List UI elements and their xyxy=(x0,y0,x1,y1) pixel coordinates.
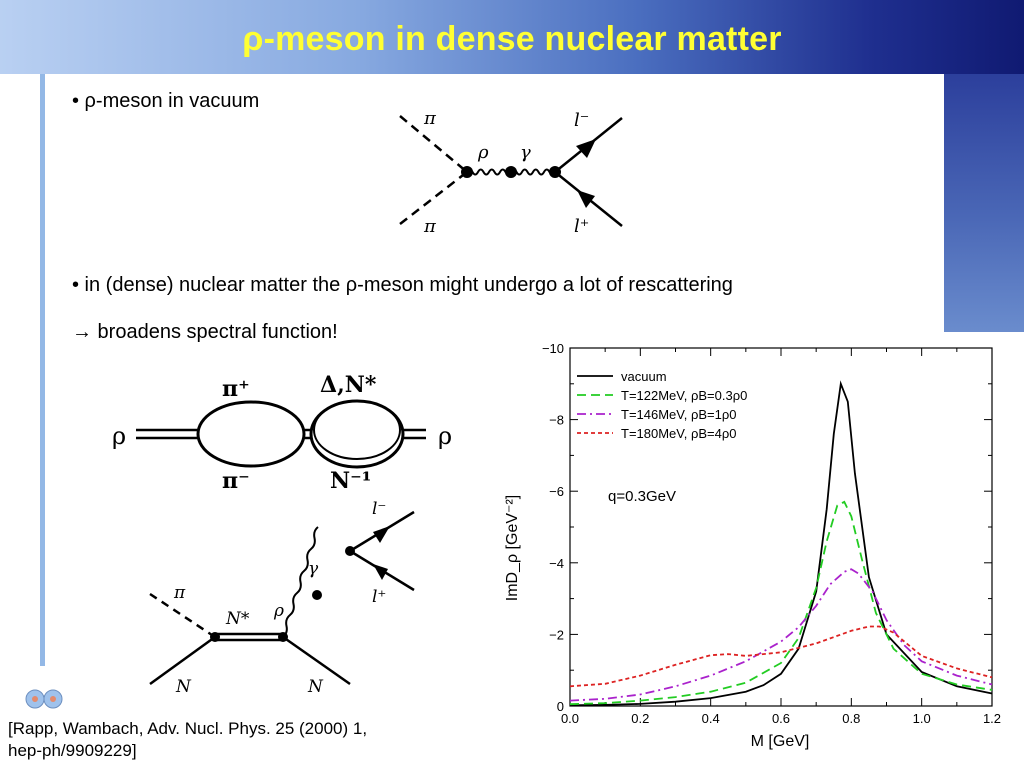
title-bar xyxy=(0,0,1024,74)
x-tick-label: 0.8 xyxy=(842,711,860,726)
nucleon-line-in xyxy=(149,635,216,686)
label-rho: ρ xyxy=(477,142,489,163)
self-energy-loop-diagram: ρ ρ π⁺ π⁻ Δ,N* N⁻¹ xyxy=(112,372,452,494)
label-l-minus: l⁻ xyxy=(372,499,386,519)
vacuum-feynman-diagram: π π ρ γ l⁻ l⁺ xyxy=(399,108,623,237)
vertex-dot xyxy=(345,546,355,556)
label-gamma: γ xyxy=(520,142,531,163)
label-rho: ρ xyxy=(273,601,284,621)
label-nstar: N* xyxy=(225,609,250,629)
x-tick-label: 0.6 xyxy=(772,711,790,726)
x-tick-label: 0.0 xyxy=(561,711,579,726)
vertex-dot xyxy=(549,166,561,178)
arrow-icon xyxy=(373,564,388,580)
y-axis-label: ImD_ρ [GeV⁻²] xyxy=(504,495,521,601)
y-tick-label: 0 xyxy=(557,699,564,714)
chart-background xyxy=(495,336,1005,756)
label-n-right: N xyxy=(307,677,324,697)
legend-label-1: T=122MeV, ρB=0.3ρ0 xyxy=(621,388,747,403)
series-line-3 xyxy=(569,625,993,688)
y-tick-label: −4 xyxy=(549,556,564,571)
x-tick-label: 1.0 xyxy=(913,711,931,726)
institute-logo-icon xyxy=(25,689,63,709)
x-tick-label: 0.2 xyxy=(631,711,649,726)
label-n-left: N xyxy=(175,677,192,697)
arrow-icon xyxy=(577,190,595,208)
label-gamma: γ xyxy=(308,559,319,579)
bullet-nuclear-matter: • in (dense) nuclear matter the ρ-meson … xyxy=(72,274,733,296)
nstar-feynman-diagram: π N* ρ γ l⁻ l⁺ N N xyxy=(149,499,415,697)
nucleon-line-out xyxy=(282,635,351,686)
spectral-function-chart: 0.0 0.2 0.4 0.6 0.8 1.0 1.2 0 −2 −4 −6 −8 −10 vacuum… xyxy=(495,336,1005,756)
label-n-inverse: N⁻¹ xyxy=(330,468,371,494)
y-tick-label: −2 xyxy=(549,627,564,642)
x-tick-label: 0.4 xyxy=(702,711,720,726)
legend-label-0: vacuum xyxy=(621,369,667,384)
bullet-vacuum: • ρ-meson in vacuum xyxy=(72,90,260,112)
label-pi-top: π xyxy=(423,108,437,129)
label-pi-minus: π⁻ xyxy=(222,468,250,494)
label-rho-left: ρ xyxy=(112,422,126,450)
label-l-plus: l⁺ xyxy=(372,587,386,607)
arrow-icon xyxy=(576,139,596,158)
label-rho-right: ρ xyxy=(438,422,452,450)
chart-series-group xyxy=(569,380,993,707)
x-tick-label: 1.2 xyxy=(983,711,1001,726)
rho-gamma-wavy xyxy=(282,526,319,638)
chart-annotation: q=0.3GeV xyxy=(608,488,676,505)
chart-legend: vacuum T=122MeV, ρB=0.3ρ0 T=146MeV, ρB=1ρ0… xyxy=(577,369,747,441)
series-line-0 xyxy=(569,380,993,707)
arrow-icon xyxy=(373,526,390,543)
pion-loop xyxy=(196,400,306,468)
citation-line-1: [Rapp, Wambach, Adv. Nucl. Phys. 25 (200… xyxy=(8,719,368,738)
decorative-strip xyxy=(944,74,1024,332)
label-l-minus: l⁻ xyxy=(574,110,589,131)
vertex-dot xyxy=(278,632,288,642)
label-l-plus: l⁺ xyxy=(574,216,589,237)
series-line-1 xyxy=(569,500,993,706)
vertex-dot xyxy=(210,632,220,642)
label-pi-plus: π⁺ xyxy=(222,376,250,402)
legend-label-2: T=146MeV, ρB=1ρ0 xyxy=(621,407,737,422)
baryon-loop-inner xyxy=(313,400,401,460)
vertex-dot xyxy=(312,590,322,600)
left-rule xyxy=(40,74,45,666)
vertex-dot xyxy=(461,166,473,178)
x-axis-label: M [GeV] xyxy=(751,733,810,750)
y-tick-label: −8 xyxy=(549,413,564,428)
slide-title: ρ-meson in dense nuclear matter xyxy=(242,20,782,58)
label-pi: π xyxy=(173,583,186,603)
citation: [Rapp, Wambach, Adv. Nucl. Phys. 25 (200… xyxy=(8,718,367,762)
y-tick-label: −10 xyxy=(542,341,564,356)
label-pi-bottom: π xyxy=(423,216,437,237)
legend-label-3: T=180MeV, ρB=4ρ0 xyxy=(621,426,737,441)
bullet-broadens: → broadens spectral function! xyxy=(72,321,338,343)
label-delta-n: Δ,N* xyxy=(320,372,377,398)
citation-line-2: hep-ph/9909229] xyxy=(8,741,137,760)
y-tick-label: −6 xyxy=(549,484,564,499)
vertex-dot xyxy=(505,166,517,178)
